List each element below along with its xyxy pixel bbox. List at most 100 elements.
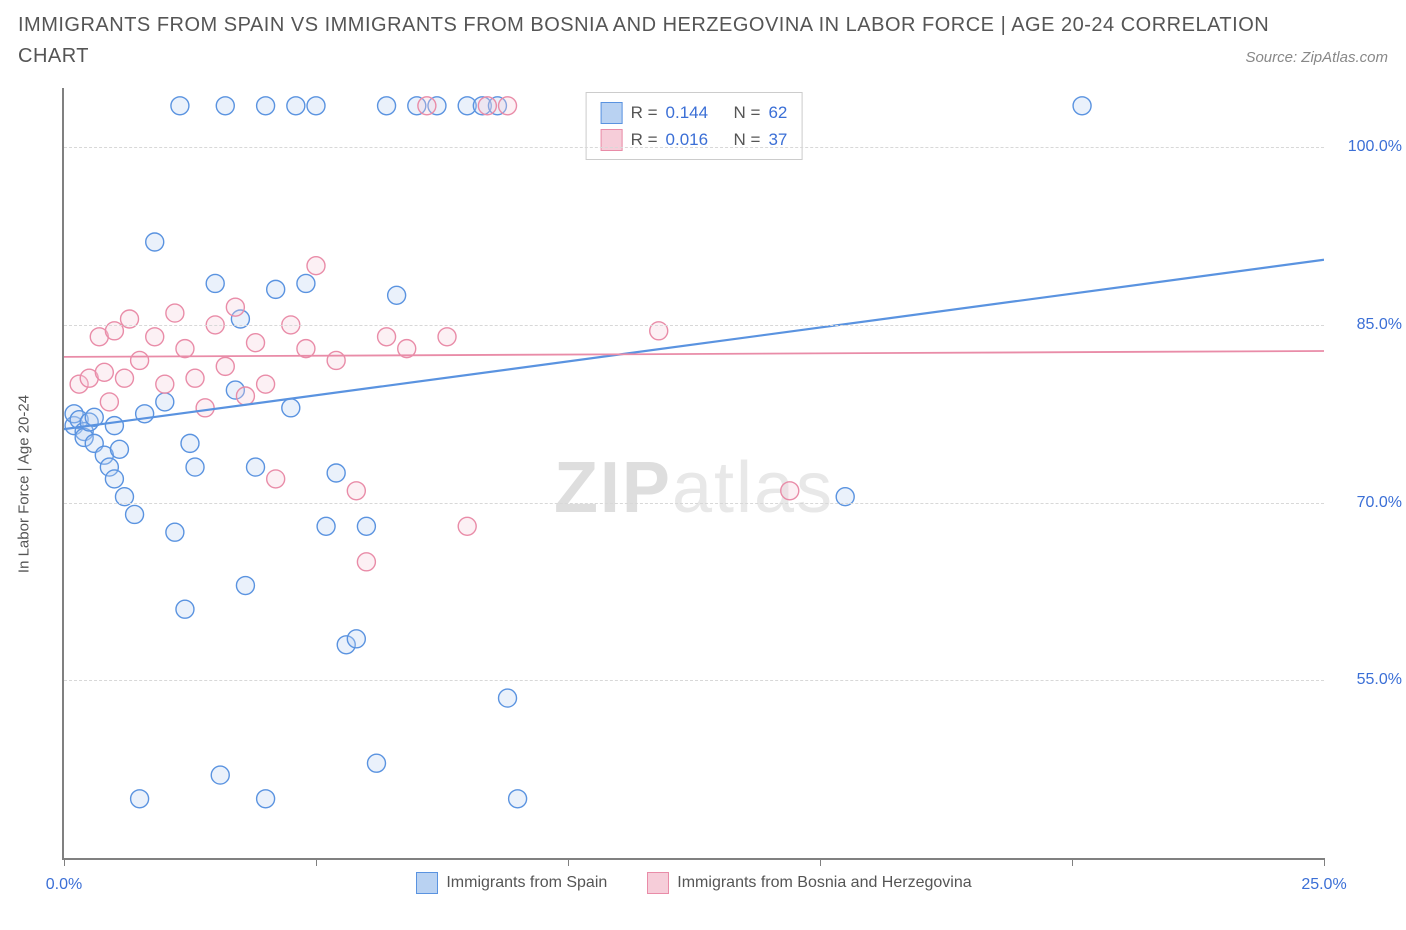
- data-point: [398, 340, 416, 358]
- data-point: [367, 754, 385, 772]
- data-point: [196, 399, 214, 417]
- data-point: [236, 577, 254, 595]
- data-point: [287, 97, 305, 115]
- data-point: [171, 97, 189, 115]
- data-point: [458, 97, 476, 115]
- data-point: [166, 523, 184, 541]
- data-point: [176, 340, 194, 358]
- data-point: [136, 405, 154, 423]
- data-point: [115, 369, 133, 387]
- data-point: [327, 464, 345, 482]
- data-point: [478, 97, 496, 115]
- gridline: [64, 147, 1324, 148]
- x-tick: [316, 858, 317, 866]
- trend-line: [64, 351, 1324, 357]
- data-point: [176, 600, 194, 618]
- plot-area: ZIPatlas R = 0.144 N = 62 R = 0.016 N = …: [62, 88, 1324, 860]
- chart-subtitle: CHART: [18, 45, 89, 68]
- legend-row-bosnia: R = 0.016 N = 37: [601, 126, 788, 153]
- data-point: [216, 97, 234, 115]
- data-point: [267, 470, 285, 488]
- watermark: ZIPatlas: [554, 447, 834, 529]
- chart-svg-layer: [64, 88, 1324, 858]
- x-tick: [820, 858, 821, 866]
- data-point: [226, 298, 244, 316]
- legend-item-bosnia: Immigrants from Bosnia and Herzegovina: [647, 872, 971, 894]
- data-point: [85, 408, 103, 426]
- chart-title: IMMIGRANTS FROM SPAIN VS IMMIGRANTS FROM…: [18, 14, 1388, 37]
- data-point: [257, 97, 275, 115]
- data-point: [347, 482, 365, 500]
- gridline: [64, 325, 1324, 326]
- legend-swatch-spain-bottom: [416, 872, 438, 894]
- data-point: [186, 458, 204, 476]
- data-point: [65, 405, 83, 423]
- data-point: [100, 458, 118, 476]
- data-point: [100, 393, 118, 411]
- data-point: [458, 517, 476, 535]
- chart-container: In Labor Force | Age 20-24 ZIPatlas R = …: [42, 88, 1392, 880]
- data-point: [110, 440, 128, 458]
- data-point: [378, 328, 396, 346]
- data-point: [297, 340, 315, 358]
- data-point: [428, 97, 446, 115]
- data-point: [357, 553, 375, 571]
- data-point: [65, 417, 83, 435]
- data-point: [70, 411, 88, 429]
- data-point: [1073, 97, 1091, 115]
- data-point: [90, 328, 108, 346]
- legend-row-spain: R = 0.144 N = 62: [601, 99, 788, 126]
- data-point: [488, 97, 506, 115]
- data-point: [80, 369, 98, 387]
- correlation-legend: R = 0.144 N = 62 R = 0.016 N = 37: [586, 92, 803, 160]
- data-point: [347, 630, 365, 648]
- data-point: [282, 399, 300, 417]
- data-point: [211, 766, 229, 784]
- x-tick: [568, 858, 569, 866]
- data-point: [75, 423, 93, 441]
- x-tick: [1324, 858, 1325, 866]
- y-tick-label: 85.0%: [1332, 316, 1402, 334]
- series-legend: Immigrants from Spain Immigrants from Bo…: [64, 872, 1324, 894]
- data-point: [297, 274, 315, 292]
- data-point: [499, 689, 517, 707]
- data-point: [317, 517, 335, 535]
- data-point: [131, 790, 149, 808]
- data-point: [181, 434, 199, 452]
- data-point: [75, 428, 93, 446]
- data-point: [438, 328, 456, 346]
- data-point: [105, 417, 123, 435]
- data-point: [418, 97, 436, 115]
- source-attribution: Source: ZipAtlas.com: [1245, 49, 1388, 66]
- data-point: [509, 790, 527, 808]
- data-point: [247, 334, 265, 352]
- legend-swatch-bosnia-bottom: [647, 872, 669, 894]
- data-point: [156, 375, 174, 393]
- data-point: [257, 375, 275, 393]
- data-point: [781, 482, 799, 500]
- trend-line: [64, 260, 1324, 429]
- legend-item-spain: Immigrants from Spain: [416, 872, 607, 894]
- data-point: [226, 381, 244, 399]
- data-point: [388, 286, 406, 304]
- data-point: [236, 387, 254, 405]
- x-tick: [1072, 858, 1073, 866]
- legend-swatch-spain: [601, 102, 623, 124]
- data-point: [85, 434, 103, 452]
- data-point: [186, 369, 204, 387]
- data-point: [70, 375, 88, 393]
- data-point: [131, 351, 149, 369]
- data-point: [337, 636, 355, 654]
- y-tick-label: 100.0%: [1332, 138, 1402, 156]
- data-point: [408, 97, 426, 115]
- data-point: [473, 97, 491, 115]
- data-point: [247, 458, 265, 476]
- data-point: [146, 233, 164, 251]
- data-point: [307, 257, 325, 275]
- data-point: [95, 446, 113, 464]
- data-point: [267, 280, 285, 298]
- data-point: [156, 393, 174, 411]
- gridline: [64, 503, 1324, 504]
- data-point: [257, 790, 275, 808]
- gridline: [64, 680, 1324, 681]
